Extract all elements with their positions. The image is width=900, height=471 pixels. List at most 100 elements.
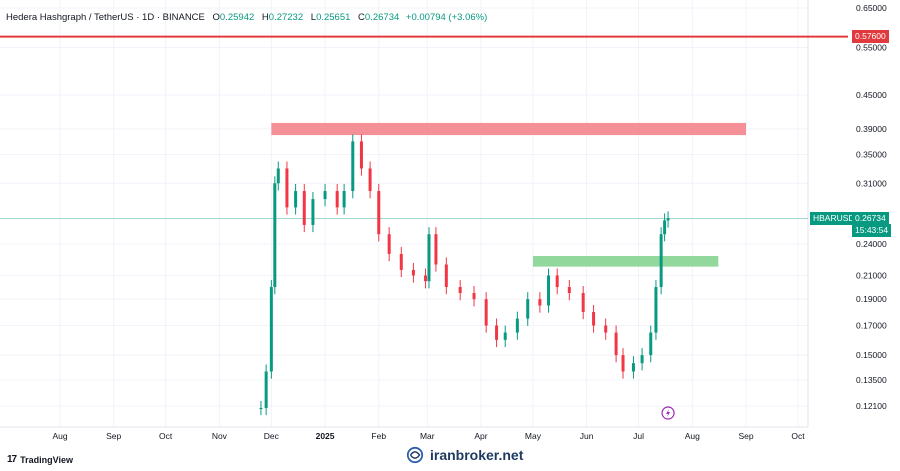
time-tick-label: Jun	[580, 431, 594, 441]
tradingview-mark-icon: 17	[7, 454, 17, 465]
time-tick-label: Nov	[212, 431, 228, 441]
candle-body	[259, 407, 263, 409]
candle-body	[351, 141, 355, 192]
candle-body	[495, 325, 499, 340]
candle-body	[311, 199, 315, 225]
ohlc-high-label: H	[261, 12, 269, 23]
price-tick-label: 0.15000	[856, 350, 887, 360]
candle-body	[663, 220, 667, 235]
time-tick-label: Mar	[420, 431, 435, 441]
candle-body	[359, 141, 363, 169]
countdown-tag: 15:43:54	[852, 224, 892, 237]
price-tick-label: 0.19000	[856, 294, 887, 304]
candle-body	[323, 191, 327, 200]
candlestick-series	[259, 134, 670, 416]
price-tick-label: 0.31000	[856, 178, 887, 188]
candle-body	[269, 287, 273, 372]
horizontal-lines	[0, 35, 848, 219]
time-tick-label: Aug	[685, 431, 700, 441]
time-tick-label: Dec	[264, 431, 280, 441]
time-tick-label: May	[525, 431, 542, 441]
ohlc-close: 0.26734	[364, 12, 400, 23]
candle-body	[302, 191, 306, 225]
candle-body	[427, 234, 431, 282]
time-tick-label: Feb	[371, 431, 386, 441]
time-tick-label: Oct	[159, 431, 173, 441]
flash-bolt	[666, 409, 671, 417]
price-tick-label: 0.13500	[856, 375, 887, 385]
price-tick-label: 0.45000	[856, 90, 887, 100]
chart-grid	[0, 0, 809, 428]
ohlc-change: +0.00794 (+3.06%)	[405, 12, 488, 23]
candle-body	[654, 287, 658, 333]
price-tick-label: 0.35000	[856, 150, 887, 160]
price-chart[interactable]: 0.65000 0.55000 0.45000 0.39000 0.35000 0.310…	[0, 0, 900, 446]
candle-body	[614, 332, 618, 356]
ohlc-low: 0.25651	[316, 12, 351, 23]
ohlc-open-label: O	[212, 12, 220, 23]
candle-body	[581, 293, 585, 312]
resistance-price-tag[interactable]: 0.57600	[852, 30, 889, 43]
candle-body	[592, 311, 596, 326]
candle-body	[503, 332, 507, 340]
candle-body	[264, 371, 268, 408]
symbol-tag[interactable]: HBARUSDT	[810, 212, 863, 225]
demand-zone	[532, 256, 719, 267]
candle-body	[444, 264, 448, 288]
supply-zone	[271, 122, 747, 136]
candle-body	[649, 332, 653, 356]
candle-body	[640, 355, 644, 364]
symbol-legend[interactable]: Hedera Hashgraph / TetherUS · 1D · BINAN…	[6, 12, 487, 23]
candle-body	[411, 269, 415, 276]
last-price-tag[interactable]: 0.26734	[852, 212, 889, 225]
watermark-text: iranbroker.net	[430, 447, 524, 463]
price-tick-label: 0.39000	[856, 124, 887, 134]
candle-body	[273, 183, 277, 288]
candle-body	[294, 191, 298, 208]
price-tick-label: 0.55000	[856, 43, 887, 53]
price-zones	[271, 122, 747, 267]
candle-body	[368, 168, 372, 192]
time-tick-label: Sep	[738, 431, 753, 441]
candle-body	[659, 234, 663, 288]
time-axis: Aug Sep Oct Nov Dec 2025 Feb Mar Apr May Jun Jul Aug…	[52, 431, 805, 441]
candle-body	[387, 234, 391, 254]
tradingview-logo[interactable]: 17 TradingView	[7, 454, 73, 465]
price-tick-label: 0.24000	[856, 239, 887, 249]
candle-body	[434, 234, 438, 265]
candle-body	[621, 355, 625, 372]
candle-body	[666, 218, 670, 221]
price-tick-label: 0.12100	[856, 401, 887, 411]
time-tick-label: 2025	[316, 431, 335, 441]
time-tick-label: Sep	[106, 431, 121, 441]
candle-body	[484, 299, 488, 326]
candle-body	[399, 253, 403, 270]
flash-icon	[661, 406, 675, 420]
footer-bar: 17 TradingView iranbroker.net	[0, 446, 900, 471]
ohlc-close-label: C	[358, 12, 365, 23]
candle-body	[276, 168, 280, 184]
tradingview-brand: TradingView	[20, 454, 73, 465]
price-axis: 0.65000 0.55000 0.45000 0.39000 0.35000 0.310…	[856, 3, 887, 411]
time-tick-label: Aug	[52, 431, 67, 441]
time-tick-label: Jul	[633, 431, 644, 441]
time-tick-label: Oct	[791, 431, 805, 441]
watermark: iranbroker.net	[406, 446, 523, 464]
symbol-title[interactable]: Hedera Hashgraph / TetherUS · 1D · BINAN…	[6, 12, 205, 23]
candle-body	[515, 318, 519, 333]
broker-logo-icon	[406, 446, 424, 464]
candle-body	[342, 191, 346, 208]
candle-body	[547, 275, 551, 306]
candle-body	[526, 299, 530, 319]
candle-body	[377, 191, 381, 235]
candle-body	[567, 287, 571, 294]
ohlc-high: 0.27232	[268, 12, 304, 23]
candle-body	[285, 168, 289, 208]
price-tick-label: 0.17000	[856, 321, 887, 331]
candle-body	[335, 191, 339, 208]
candle-body	[555, 275, 559, 288]
candle-body	[424, 275, 428, 282]
price-tick-label: 0.21000	[856, 270, 887, 280]
candle-body	[538, 299, 542, 306]
price-tick-label: 0.65000	[856, 3, 887, 13]
